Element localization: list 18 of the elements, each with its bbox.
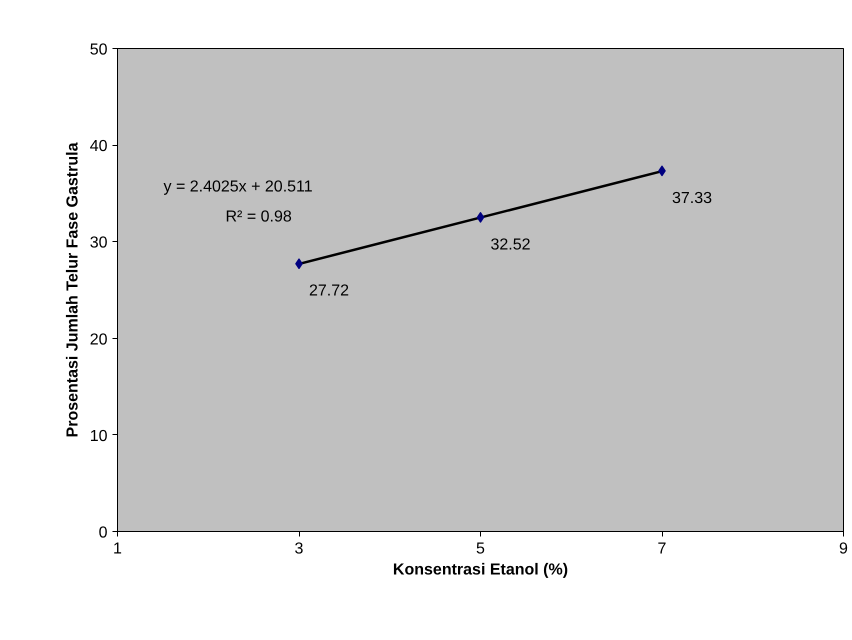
y-tick-label: 10 [90,428,108,445]
x-tick-label: 9 [839,540,848,558]
y-tick-label: 0 [98,524,108,542]
data-label: 32.52 [490,236,531,254]
x-tick-label: 3 [294,540,304,558]
y-axis-title: Prosentasi Jumlah Telur Fase Gastrula [64,142,82,438]
data-label: 27.72 [309,282,350,300]
x-tick-label: 7 [658,540,667,558]
y-tick-label: 30 [90,234,108,252]
x-tick-label: 5 [476,540,486,558]
y-tick-label: 50 [90,42,108,58]
data-label: 37.33 [672,190,712,207]
y-tick-label: 20 [90,331,108,348]
annotation: R² = 0.98 [226,208,292,226]
annotation: y = 2.4025x + 20.511 [164,178,313,196]
y-tick-label: 40 [90,138,108,156]
x-tick-label: 1 [113,540,122,558]
x-axis-title: Konsentrasi Etanol (%) [392,562,568,578]
